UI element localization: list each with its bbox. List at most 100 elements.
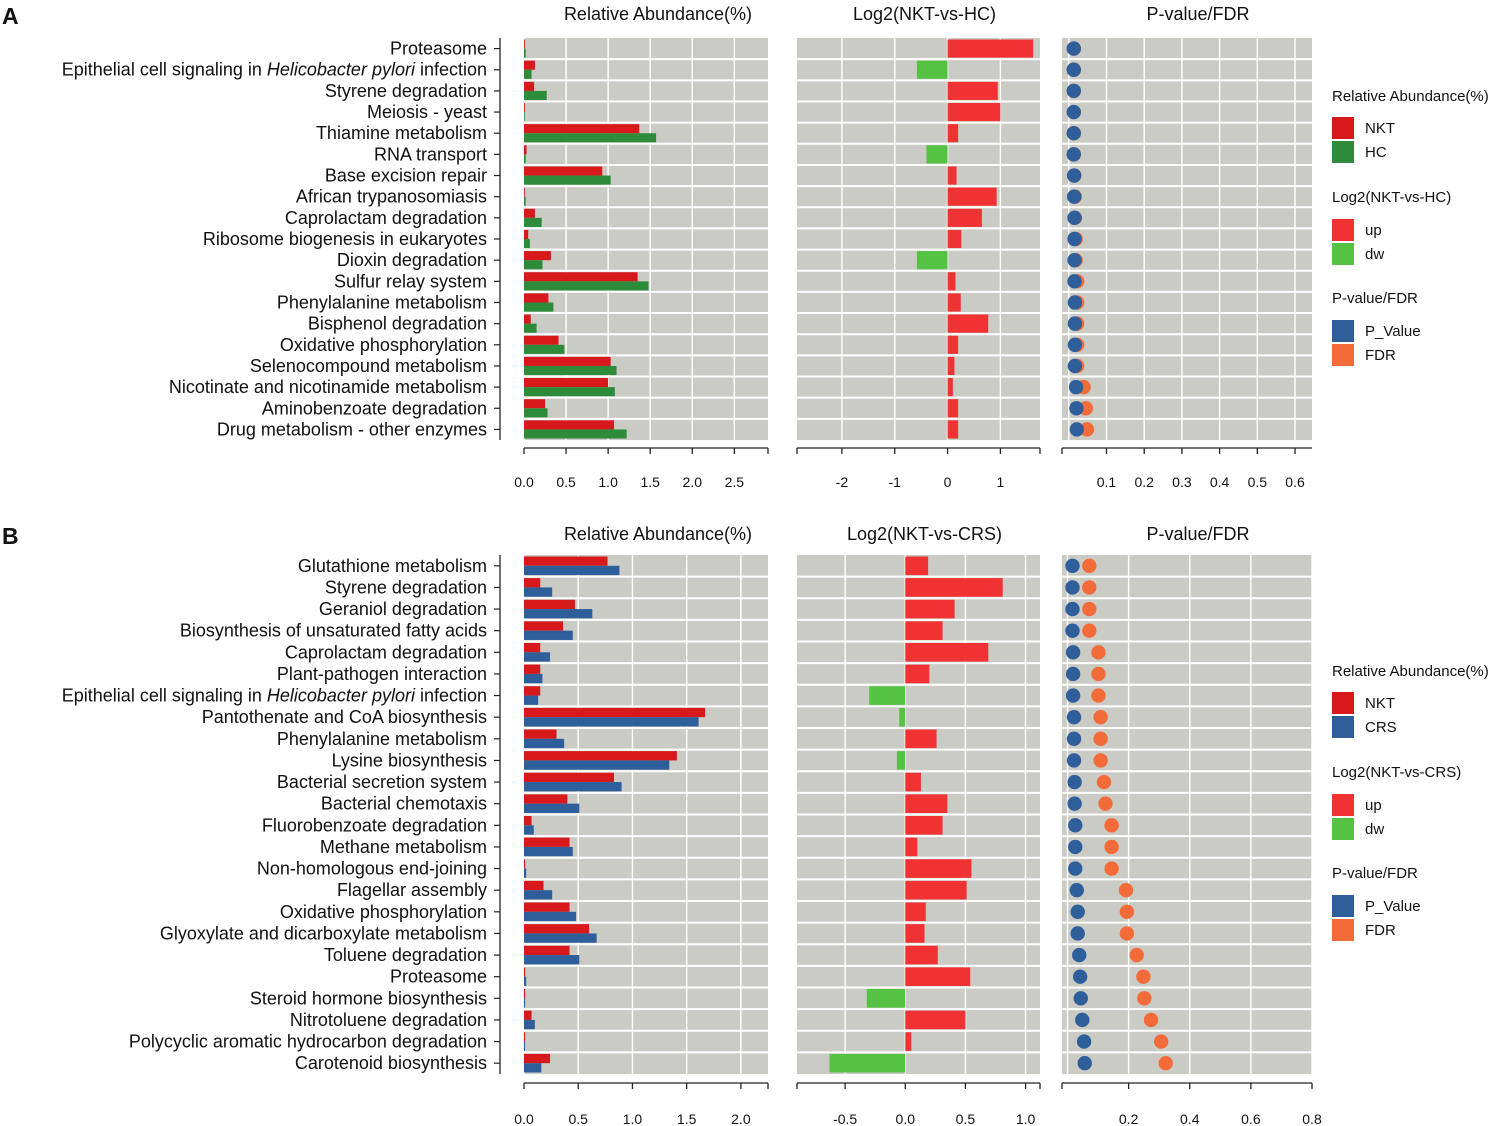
abundance-tick-label: 1.0 (623, 1111, 643, 1126)
legend-log2-dw-label: dw (1365, 246, 1384, 263)
log2-tick-label: -0.5 (833, 1111, 857, 1126)
legend-fdr-label: FDR (1365, 922, 1396, 939)
abundance-bar-nkt (524, 1053, 551, 1064)
pvalue-title: P-value/FDR (1146, 524, 1249, 544)
p-value-point (1066, 731, 1082, 747)
log2-bar-dw (916, 60, 948, 79)
log2-bar-up (947, 420, 959, 439)
abundance-bar-nkt (524, 751, 677, 761)
category-label: Bisphenol degradation (308, 314, 487, 334)
p-value-point (1072, 947, 1087, 963)
category-label: Flagellar assembly (337, 880, 487, 900)
abundance-bar-hc (524, 112, 525, 122)
fdr-point (1118, 882, 1134, 898)
p-value-point (1068, 818, 1083, 833)
legend-pvalue-title: P-value/FDR (1332, 865, 1418, 882)
abundance-bar-nkt (524, 229, 529, 240)
legend-log2-up-label: up (1365, 222, 1382, 239)
abundance-bar-nkt (524, 643, 541, 653)
p-value-point (1066, 41, 1081, 56)
abundance-bar-hc (524, 217, 542, 227)
fdr-point (1096, 774, 1112, 790)
p-value-point (1069, 401, 1084, 416)
abundance-bar-nkt (524, 816, 532, 826)
abundance-tick-label: 2.0 (731, 1111, 751, 1126)
legend-p-value-swatch (1332, 320, 1354, 342)
abundance-bar-hc (524, 408, 548, 418)
abundance-bar-crs (524, 1019, 535, 1030)
p-value-point (1067, 796, 1082, 811)
log2-bar-up (905, 1010, 966, 1030)
log2-bar-up (905, 837, 918, 857)
abundance-bar-nkt (524, 837, 570, 847)
abundance-tick-label: 0.5 (568, 1111, 588, 1126)
category-label: Phenylalanine metabolism (277, 729, 487, 749)
log2-bar-dw (866, 989, 906, 1008)
abundance-bar-hc (524, 260, 543, 270)
abundance-bar-crs (524, 1041, 526, 1051)
p-value-point (1067, 774, 1082, 790)
legend-log2-up-swatch (1332, 794, 1354, 816)
abundance-bar-nkt (524, 945, 570, 956)
log2-tick-label: 0.5 (956, 1111, 976, 1126)
abundance-bar-nkt (524, 859, 526, 869)
abundance-tick-label: 2.5 (725, 474, 745, 490)
panel-label: A (2, 3, 19, 29)
category-label: Polycyclic aromatic hydrocarbon degradat… (129, 1032, 487, 1052)
abundance-bar-crs (524, 955, 580, 965)
abundance-bar-nkt (524, 707, 706, 718)
category-label: Bacterial chemotaxis (321, 794, 487, 814)
legend-log2-up-label: up (1365, 797, 1382, 814)
abundance-bar-nkt (524, 924, 590, 934)
category-label: Bacterial secretion system (277, 772, 487, 792)
p-value-point (1073, 991, 1088, 1006)
abundance-bar-hc (524, 323, 537, 333)
abundance-bar-hc (524, 90, 547, 101)
log2-tick-label: 1.0 (1016, 1111, 1036, 1126)
fdr-point (1104, 839, 1119, 855)
log2-bar-up (947, 272, 956, 291)
legend-log2-dw-label: dw (1365, 821, 1384, 838)
abundance-bar-nkt (524, 356, 611, 366)
abundance-tick-label: 1.5 (640, 474, 660, 490)
abundance-bar-nkt (524, 124, 640, 134)
log2-bar-up (905, 859, 972, 878)
legend-abundance-ref-swatch (1332, 716, 1354, 738)
abundance-bar-hc (524, 239, 530, 249)
log2-bar-up (947, 229, 962, 249)
p-value-point (1065, 601, 1080, 617)
log2-bar-up (905, 967, 971, 986)
abundance-bar-hc (524, 281, 649, 291)
log2-tick-label: 0 (944, 474, 952, 490)
category-label: African trypanosomiasis (296, 187, 487, 207)
category-label: Caprolactam degradation (285, 208, 487, 228)
pvalue-tick-label: 0.2 (1119, 1111, 1139, 1126)
category-label: Carotenoid biosynthesis (295, 1053, 487, 1073)
log2-bar-up (905, 729, 937, 749)
abundance-bar-crs (524, 609, 593, 619)
p-value-point (1067, 337, 1083, 352)
log2-bar-up (905, 924, 925, 943)
abundance-title: Relative Abundance(%) (564, 4, 752, 24)
category-label: Methane metabolism (320, 837, 487, 857)
category-label: Lysine biosynthesis (332, 750, 487, 770)
abundance-bar-crs (524, 738, 565, 749)
category-label: Glyoxylate and dicarboxylate metabolism (160, 923, 487, 943)
log2-chart: Log2(NKT-vs-CRS) -0.5 0.0 0.5 1.0 (796, 524, 1041, 1126)
pvalue-title: P-value/FDR (1146, 4, 1249, 24)
log2-bar-up (905, 902, 926, 922)
fdr-point (1082, 580, 1097, 595)
log2-bar-up (905, 816, 943, 835)
abundance-bar-nkt (524, 772, 615, 783)
fdr-point (1158, 1055, 1173, 1071)
p-value-point (1066, 753, 1082, 768)
fdr-point (1098, 796, 1113, 811)
category-label: Caprolactam degradation (285, 642, 487, 662)
abundance-bar-nkt (524, 1032, 526, 1042)
abundance-bar-nkt (524, 578, 541, 588)
abundance-bar-crs (524, 803, 580, 813)
category-label: Geraniol degradation (319, 599, 487, 619)
abundance-bar-nkt (524, 794, 568, 804)
abundance-bar-nkt (524, 599, 575, 610)
